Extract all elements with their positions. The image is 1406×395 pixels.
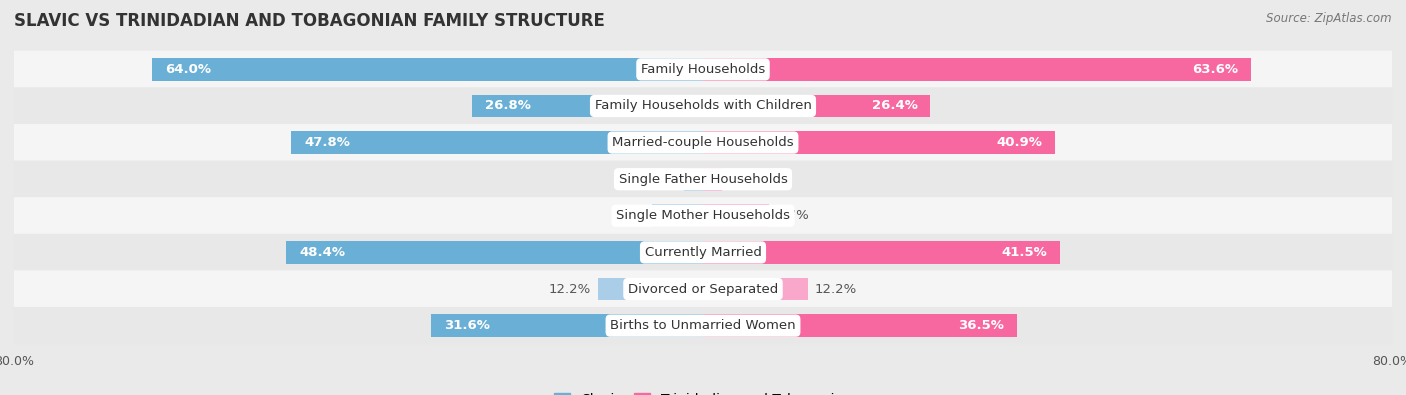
Text: 26.4%: 26.4% — [872, 100, 918, 113]
Text: SLAVIC VS TRINIDADIAN AND TOBAGONIAN FAMILY STRUCTURE: SLAVIC VS TRINIDADIAN AND TOBAGONIAN FAM… — [14, 12, 605, 30]
Text: Family Households with Children: Family Households with Children — [595, 100, 811, 113]
FancyBboxPatch shape — [14, 160, 1392, 198]
Bar — [703, 314, 1018, 337]
Text: 63.6%: 63.6% — [1192, 63, 1237, 76]
FancyBboxPatch shape — [14, 270, 1392, 308]
Bar — [703, 95, 931, 117]
Legend: Slavic, Trinidadian and Tobagonian: Slavic, Trinidadian and Tobagonian — [554, 393, 852, 395]
Text: 41.5%: 41.5% — [1001, 246, 1047, 259]
Text: 12.2%: 12.2% — [548, 282, 591, 295]
Bar — [703, 278, 808, 300]
Bar — [291, 131, 703, 154]
Bar — [652, 205, 703, 227]
Text: Source: ZipAtlas.com: Source: ZipAtlas.com — [1267, 12, 1392, 25]
FancyBboxPatch shape — [14, 307, 1392, 344]
Text: 40.9%: 40.9% — [997, 136, 1042, 149]
Text: Married-couple Households: Married-couple Households — [612, 136, 794, 149]
FancyBboxPatch shape — [14, 197, 1392, 235]
Text: Divorced or Separated: Divorced or Separated — [628, 282, 778, 295]
Bar — [703, 131, 1056, 154]
Bar — [472, 95, 703, 117]
Bar — [430, 314, 703, 337]
Bar — [703, 241, 1060, 264]
Text: Family Households: Family Households — [641, 63, 765, 76]
Text: 26.8%: 26.8% — [485, 100, 531, 113]
Text: Births to Unmarried Women: Births to Unmarried Women — [610, 319, 796, 332]
Text: 12.2%: 12.2% — [815, 282, 858, 295]
Text: 64.0%: 64.0% — [165, 63, 211, 76]
Text: 31.6%: 31.6% — [444, 319, 489, 332]
Text: 5.9%: 5.9% — [612, 209, 645, 222]
Bar — [703, 168, 721, 190]
Text: 48.4%: 48.4% — [299, 246, 344, 259]
Bar — [685, 168, 703, 190]
Bar — [598, 278, 703, 300]
Text: Single Father Households: Single Father Households — [619, 173, 787, 186]
Text: Single Mother Households: Single Mother Households — [616, 209, 790, 222]
Bar — [703, 58, 1251, 81]
FancyBboxPatch shape — [14, 234, 1392, 271]
Text: Currently Married: Currently Married — [644, 246, 762, 259]
FancyBboxPatch shape — [14, 87, 1392, 125]
Bar — [287, 241, 703, 264]
Text: 7.7%: 7.7% — [776, 209, 810, 222]
Text: 36.5%: 36.5% — [959, 319, 1004, 332]
FancyBboxPatch shape — [14, 124, 1392, 161]
Bar — [703, 205, 769, 227]
Text: 2.2%: 2.2% — [728, 173, 762, 186]
FancyBboxPatch shape — [14, 51, 1392, 88]
Text: 2.2%: 2.2% — [644, 173, 678, 186]
Text: 47.8%: 47.8% — [304, 136, 350, 149]
Bar — [152, 58, 703, 81]
